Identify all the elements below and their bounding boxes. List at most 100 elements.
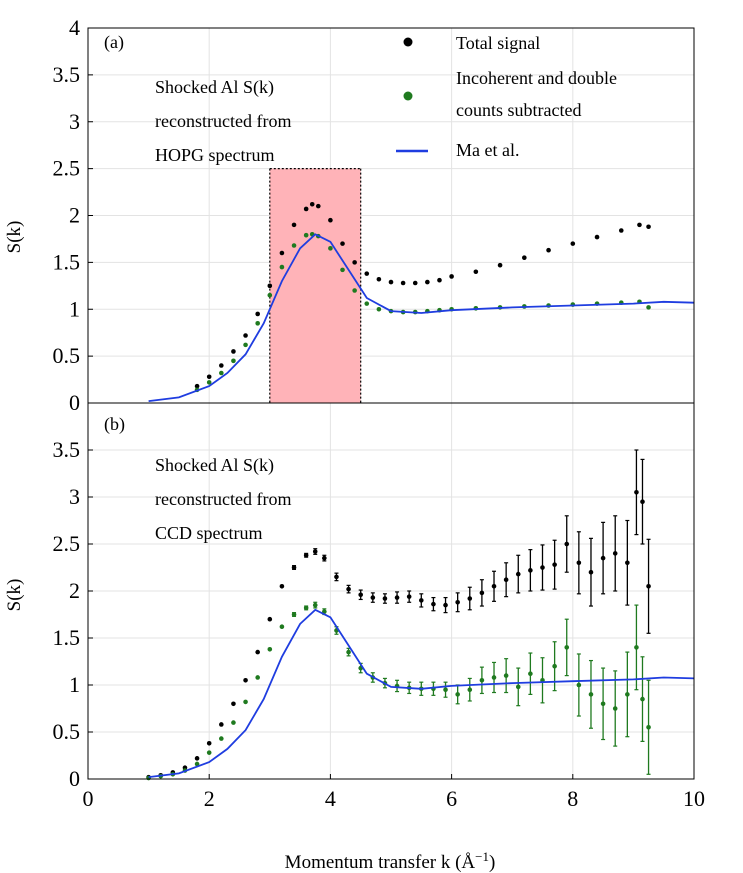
total-point [370, 595, 376, 600]
subtracted-point [479, 678, 485, 683]
subtracted-point [640, 696, 645, 702]
total-point [194, 756, 200, 761]
subtracted-point [219, 370, 224, 376]
total-point [412, 280, 418, 286]
panel-a: 0 0.5 1 1.5 2 2.5 3 3.5 4 (a) Shocked Al S(k) re… [4, 15, 695, 415]
legend-marker-subtracted [403, 91, 413, 101]
panel-a-annotation-line-2: reconstructed from [155, 111, 291, 131]
total-point [646, 224, 651, 230]
subtracted-point [352, 288, 357, 293]
subtracted-point [376, 306, 382, 312]
y-tick-label: 0 [69, 766, 80, 791]
total-point [552, 562, 557, 567]
total-point [303, 552, 309, 558]
total-point [528, 568, 533, 573]
total-point [358, 592, 364, 598]
total-point [400, 280, 406, 286]
total-point [340, 241, 345, 246]
subtracted-point [467, 687, 473, 692]
subtracted-point [303, 232, 309, 238]
total-point [328, 217, 333, 223]
panel-b-marks [146, 449, 695, 781]
subtracted-point [646, 305, 651, 310]
total-point [267, 283, 273, 289]
subtracted-point [291, 612, 297, 617]
total-point [473, 269, 479, 275]
total-point [515, 571, 521, 577]
y-tick-label: 2 [69, 578, 80, 603]
panel-a-annotation-line-1: Shocked Al S(k) [155, 77, 274, 98]
panel-a-annotation-line-3: HOPG spectrum [155, 145, 275, 165]
total-point [522, 255, 527, 260]
panel-b-gridlines [88, 403, 694, 779]
subtracted-point [303, 605, 309, 611]
highlight-region [269, 168, 361, 403]
total-point [231, 701, 236, 707]
total-point [382, 596, 388, 601]
total-point [206, 740, 212, 746]
panel-b-annotation-line-3: CCD spectrum [155, 523, 263, 543]
total-point [255, 649, 260, 655]
subtracted-point [503, 673, 509, 678]
total-point [634, 490, 639, 495]
subtracted-point [364, 301, 370, 306]
total-point [594, 234, 600, 240]
y-tick-label: 1.5 [53, 249, 81, 274]
panel-a-marks [148, 201, 695, 402]
total-point [303, 206, 309, 212]
total-point [625, 560, 630, 566]
y-tick-label: 3.5 [53, 62, 81, 87]
total-point [425, 279, 430, 285]
total-point [315, 203, 321, 209]
total-point [243, 678, 248, 683]
subtracted-point [206, 380, 212, 385]
total-point [255, 311, 260, 317]
x-tick-label: 4 [325, 786, 336, 811]
subtracted-point [231, 720, 236, 725]
subtracted-point [564, 645, 570, 650]
total-point [540, 565, 545, 570]
subtracted-point [328, 246, 333, 251]
x-tick-label: 0 [83, 786, 94, 811]
total-point [455, 599, 460, 605]
total-point [491, 584, 497, 589]
total-point [206, 374, 212, 380]
subtracted-point [443, 687, 448, 692]
total-point [219, 363, 224, 368]
legend-label-subtracted-line-1: Incoherent and double [456, 68, 617, 88]
total-point [419, 598, 424, 603]
total-point [388, 279, 394, 285]
total-point [243, 333, 248, 338]
subtracted-point [588, 692, 594, 697]
y-tick-label: 2.5 [53, 156, 81, 181]
total-point [346, 586, 351, 592]
subtracted-point [255, 675, 260, 680]
legend-label-subtracted-line-2: counts subtracted [456, 100, 581, 120]
total-point [431, 601, 436, 607]
legend-marker-total [403, 37, 413, 47]
total-point [437, 277, 442, 283]
total-point [449, 274, 454, 279]
total-point [570, 241, 576, 246]
x-tick-label: 2 [204, 786, 215, 811]
legend: Total signal Incoherent and double count… [396, 33, 617, 160]
subtracted-point [279, 624, 285, 630]
panel-b-y-axis-label: S(k) [4, 579, 25, 612]
total-point [576, 560, 582, 566]
subtracted-point [600, 701, 606, 707]
subtracted-point [243, 342, 248, 348]
y-tick-label: 2 [69, 203, 80, 228]
y-tick-label: 1 [69, 672, 80, 697]
total-point [267, 616, 273, 622]
y-tick-label: 1 [69, 296, 80, 321]
subtracted-point [291, 243, 297, 248]
subtracted-point [206, 750, 212, 755]
subtracted-point [455, 692, 460, 697]
panel-a-y-axis-label: S(k) [4, 221, 25, 254]
total-point [312, 549, 318, 554]
total-point [279, 250, 285, 256]
x-axis-label-main: Momentum transfer k (Å [285, 852, 476, 873]
subtracted-point [515, 684, 521, 690]
total-point [231, 349, 236, 354]
